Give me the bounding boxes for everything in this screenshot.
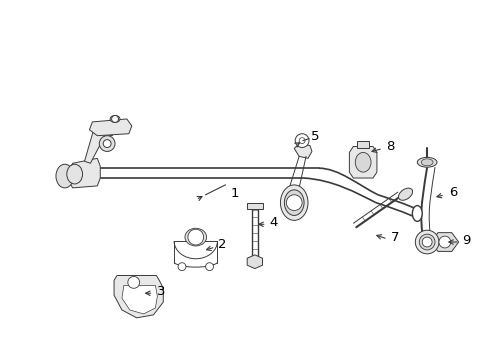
Ellipse shape [67, 164, 82, 184]
Circle shape [299, 138, 305, 144]
Text: 8: 8 [386, 140, 394, 153]
Polygon shape [84, 122, 117, 163]
Bar [357, 141, 369, 148]
Circle shape [286, 195, 302, 211]
Ellipse shape [280, 185, 308, 220]
Bar [247, 203, 263, 208]
Circle shape [188, 229, 204, 245]
Text: 6: 6 [449, 186, 457, 199]
Circle shape [128, 276, 140, 288]
Ellipse shape [56, 164, 74, 188]
Circle shape [178, 263, 186, 271]
Ellipse shape [419, 234, 435, 250]
Ellipse shape [416, 230, 439, 254]
Polygon shape [431, 233, 459, 251]
Circle shape [422, 237, 432, 247]
Ellipse shape [284, 190, 304, 215]
Polygon shape [68, 158, 100, 188]
Circle shape [103, 140, 111, 148]
Polygon shape [90, 119, 132, 136]
Text: 1: 1 [230, 187, 239, 200]
Polygon shape [122, 285, 157, 314]
Text: 7: 7 [391, 231, 399, 244]
Ellipse shape [355, 152, 371, 172]
Polygon shape [349, 147, 377, 178]
Text: 3: 3 [157, 285, 166, 298]
Ellipse shape [185, 228, 207, 246]
Polygon shape [114, 275, 163, 318]
Ellipse shape [417, 157, 437, 167]
Circle shape [112, 116, 119, 122]
Text: 2: 2 [219, 238, 227, 252]
Circle shape [206, 263, 214, 271]
Polygon shape [294, 144, 312, 158]
Circle shape [295, 134, 309, 148]
Ellipse shape [413, 206, 422, 221]
Text: 9: 9 [463, 234, 471, 247]
Text: 4: 4 [270, 216, 278, 229]
Ellipse shape [110, 116, 120, 122]
Circle shape [99, 136, 115, 152]
Ellipse shape [398, 188, 413, 200]
Circle shape [439, 236, 451, 248]
Ellipse shape [421, 159, 433, 166]
Polygon shape [247, 255, 263, 269]
Text: 5: 5 [311, 130, 319, 143]
